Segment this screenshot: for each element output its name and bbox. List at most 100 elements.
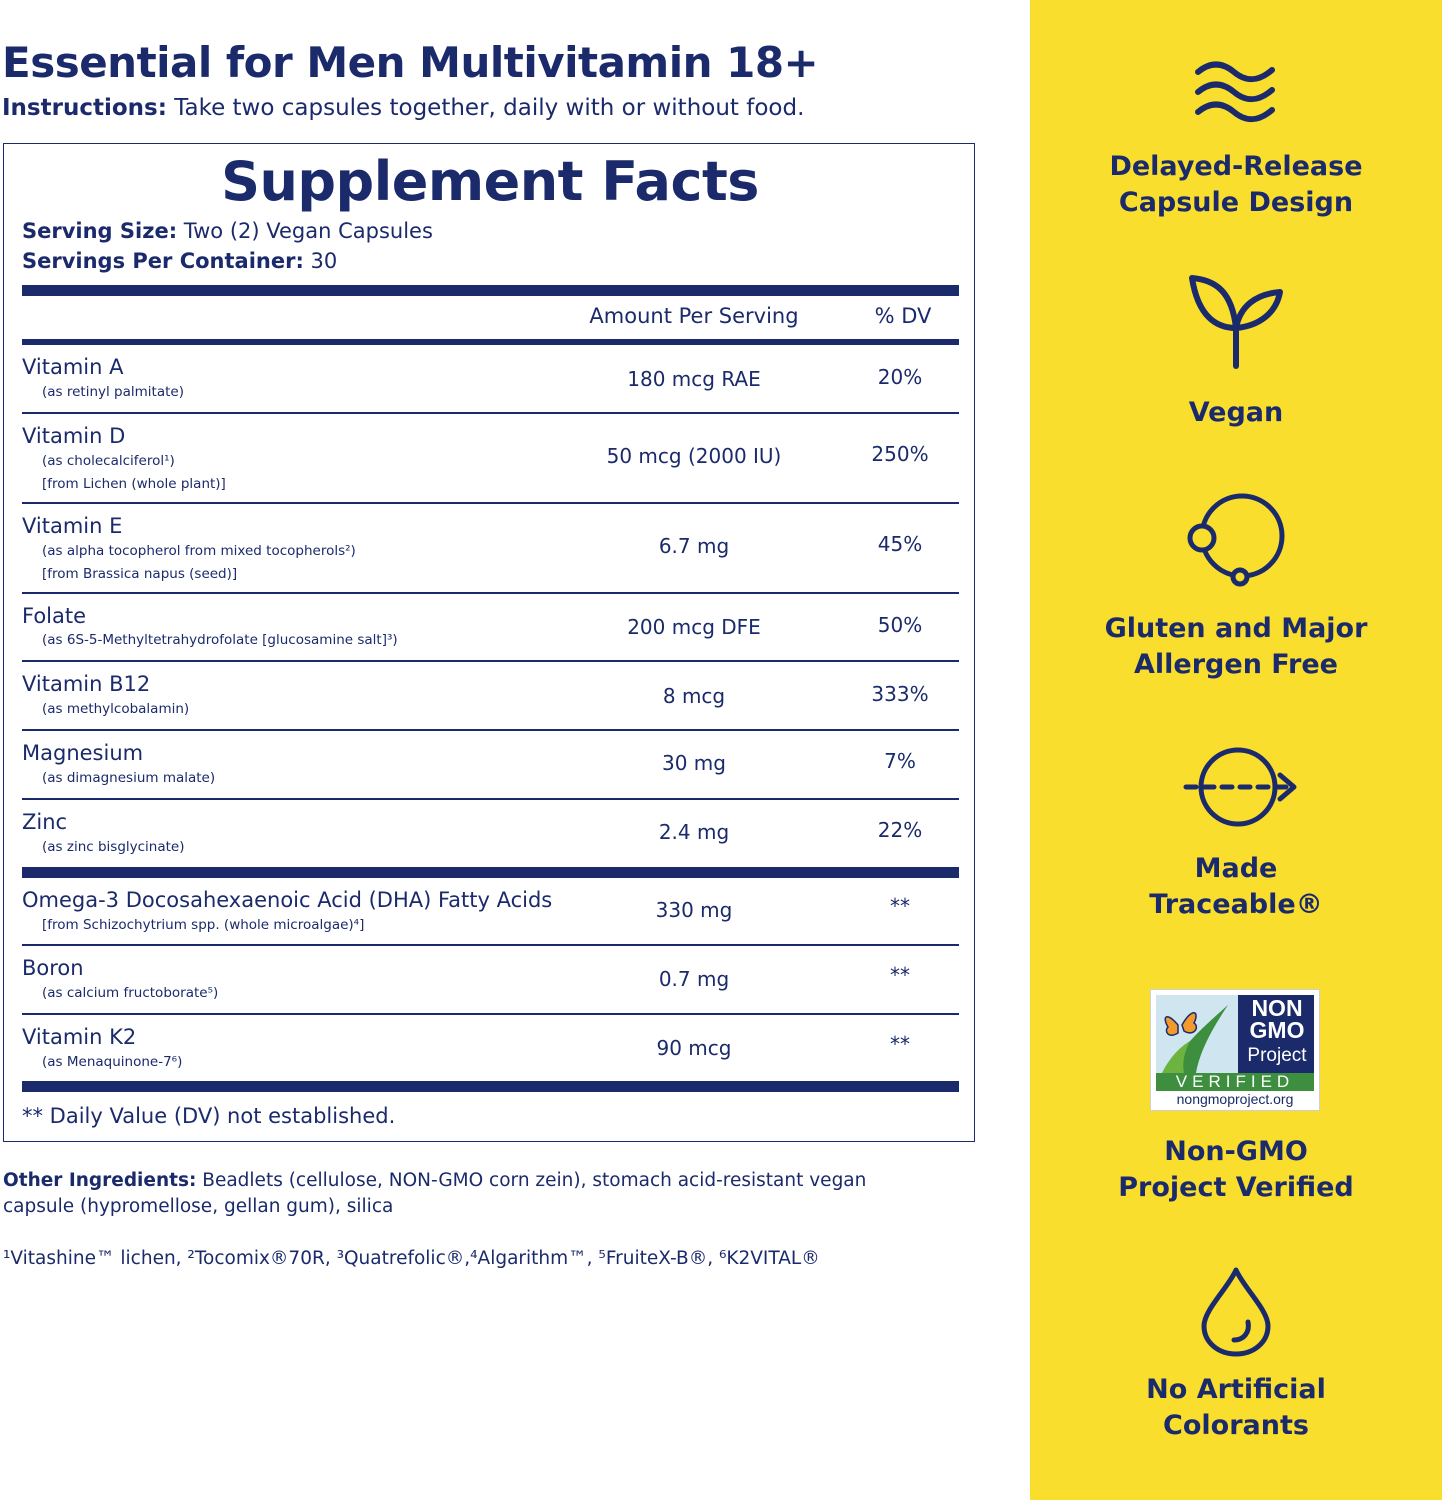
instructions-label: Instructions: xyxy=(2,95,167,121)
supplement-facts-title: Supplement Facts xyxy=(221,150,759,213)
badge-url: nongmoproject.org xyxy=(1176,1091,1294,1107)
nutrient-row: Zinc (as zinc bisglycinate) 2.4 mg 22% xyxy=(22,800,959,867)
nutrient-name: Omega-3 Docosahexaenoic Acid (DHA) Fatty… xyxy=(22,888,553,912)
trademark-footnotes: ¹Vitashine™ lichen, ²Tocomix®70R, ³Quatr… xyxy=(3,1248,820,1269)
thick-divider xyxy=(22,867,959,878)
feature-line: Made xyxy=(1194,853,1278,884)
nutrient-dv: ** xyxy=(890,963,910,987)
feature-line: Colorants xyxy=(1163,1410,1309,1441)
feature-line: Allergen Free xyxy=(1134,649,1338,680)
waves-icon xyxy=(1195,61,1275,123)
feature-line: Capsule Design xyxy=(1118,187,1354,218)
other-ingredients-label: Other Ingredients: xyxy=(3,1170,197,1191)
nutrient-source-detail: [from Brassica napus (seed)] xyxy=(42,566,238,582)
servings-per-container-label: Servings Per Container: xyxy=(22,249,304,273)
row-divider xyxy=(22,412,959,414)
feature-line: Delayed-Release xyxy=(1109,151,1363,182)
badge-non: NON xyxy=(1251,995,1303,1021)
nutrient-row: Vitamin B12 (as methylcobalamin) 8 mcg 3… xyxy=(22,662,959,729)
nutrient-dv: 250% xyxy=(871,442,929,466)
medium-divider xyxy=(22,339,959,345)
sprout-icon xyxy=(1189,275,1283,369)
feature-line: Project Verified xyxy=(1118,1172,1354,1203)
nutrient-row: Vitamin D (as cholecalciferol¹) [from Li… xyxy=(22,414,959,502)
nutrient-dv: 333% xyxy=(871,682,929,706)
butterfly-leaf-icon xyxy=(1162,1005,1228,1073)
other-ingredients-text: Beadlets (cellulose, NON-GMO corn zein),… xyxy=(3,1170,867,1217)
instructions: Instructions: Take two capsules together… xyxy=(2,95,804,121)
feature-vegan: Vegan xyxy=(1040,395,1432,431)
nutrient-dv: 50% xyxy=(877,613,923,637)
row-divider xyxy=(22,798,959,800)
feature-delayed-release: Delayed-Release Capsule Design xyxy=(1040,149,1432,221)
nutrient-amount: 90 mcg xyxy=(656,1036,732,1060)
thick-divider xyxy=(22,1081,959,1092)
servings-per-container-value: 30 xyxy=(310,249,338,273)
feature-made-traceable: Made Traceable® xyxy=(1040,851,1432,923)
nutrient-name: Vitamin A xyxy=(22,355,124,379)
feature-line: No Artificial xyxy=(1146,1374,1326,1405)
nutrient-source: (as calcium fructoborate⁵) xyxy=(42,985,219,1001)
feature-line: Gluten and Major xyxy=(1104,613,1368,644)
nutrient-row: Omega-3 Docosahexaenoic Acid (DHA) Fatty… xyxy=(22,878,959,944)
nutrient-name: Vitamin E xyxy=(22,514,123,538)
badge-project: Project xyxy=(1247,1045,1307,1066)
molecule-icon xyxy=(1187,493,1285,587)
feature-no-colorants: No Artificial Colorants xyxy=(1040,1372,1432,1444)
row-divider xyxy=(22,660,959,662)
row-divider xyxy=(22,729,959,731)
supplement-facts-box xyxy=(3,143,975,1142)
column-header-dv: % DV xyxy=(874,304,932,328)
nutrient-row: Vitamin E (as alpha tocopherol from mixe… xyxy=(22,504,959,592)
dv-footnote: ** Daily Value (DV) not established. xyxy=(22,1104,396,1128)
row-divider xyxy=(22,1013,959,1015)
feature-allergen-free: Gluten and Major Allergen Free xyxy=(1040,611,1432,683)
product-title: Essential for Men Multivitamin 18+ xyxy=(2,38,819,87)
nutrient-source: (as retinyl palmitate) xyxy=(42,384,184,400)
nutrient-dv: ** xyxy=(890,894,910,918)
supplement-panel: Essential for Men Multivitamin 18+ Instr… xyxy=(2,38,975,1269)
nutrient-dv: 45% xyxy=(877,532,923,556)
nutrient-amount: 200 mcg DFE xyxy=(627,615,761,639)
nutrient-dv: 7% xyxy=(884,749,916,773)
nutrient-row: Boron (as calcium fructoborate⁵) 0.7 mg … xyxy=(22,946,959,1013)
nutrient-amount: 0.7 mg xyxy=(658,967,730,991)
feature-line: Non-GMO xyxy=(1164,1136,1308,1167)
nutrient-source: (as zinc bisglycinate) xyxy=(42,839,185,855)
nutrient-source: (as Menaquinone-7⁶) xyxy=(42,1054,183,1070)
badge-body: NON GMO Project VERIFIED xyxy=(1156,995,1314,1091)
nutrient-source: (as 6S-5-Methyltetrahydrofolate [glucosa… xyxy=(42,632,398,648)
badge-verified: VERIFIED xyxy=(1156,1073,1314,1091)
feature-line: Traceable® xyxy=(1149,889,1323,920)
other-ingredients: Other Ingredients: Beadlets (cellulose, … xyxy=(3,1168,943,1220)
traceable-arrow-icon xyxy=(1183,747,1297,827)
serving-size-label: Serving Size: xyxy=(22,219,178,243)
non-gmo-badge: NON GMO Project VERIFIED nongmoproject.o… xyxy=(1150,989,1320,1111)
nutrient-amount: 180 mcg RAE xyxy=(627,367,761,391)
row-divider xyxy=(22,592,959,594)
serving-size: Serving Size: Two (2) Vegan Capsules xyxy=(22,219,433,243)
nutrient-source-detail: [from Lichen (whole plant)] xyxy=(42,476,226,492)
badge-leaf-panel xyxy=(1156,995,1238,1073)
badge-gmo: GMO xyxy=(1249,1017,1305,1043)
row-divider xyxy=(22,944,959,946)
nutrient-amount: 8 mcg xyxy=(662,684,726,708)
nutrient-source: (as cholecalciferol¹) xyxy=(42,453,175,469)
thick-divider xyxy=(22,285,959,296)
nutrient-dv: ** xyxy=(890,1032,910,1056)
badge-non-gmo-text: NON GMO xyxy=(1240,995,1314,1043)
nutrient-amount: 6.7 mg xyxy=(658,534,730,558)
nutrient-name: Folate xyxy=(22,604,87,628)
feature-line: Vegan xyxy=(1188,397,1284,428)
nutrient-amount: 50 mcg (2000 IU) xyxy=(606,444,782,468)
nutrient-row: Magnesium (as dimagnesium malate) 30 mg … xyxy=(22,731,959,798)
nutrient-name: Vitamin B12 xyxy=(22,672,151,696)
nutrient-amount: 2.4 mg xyxy=(658,820,730,844)
nutrient-amount: 330 mg xyxy=(655,898,733,922)
nutrient-source: (as dimagnesium malate) xyxy=(42,770,216,786)
nutrient-dv: 20% xyxy=(877,365,923,389)
nutrient-name: Zinc xyxy=(22,810,68,834)
serving-size-value: Two (2) Vegan Capsules xyxy=(183,219,433,243)
drop-icon xyxy=(1201,1267,1271,1357)
nutrient-amount: 30 mg xyxy=(662,751,726,775)
